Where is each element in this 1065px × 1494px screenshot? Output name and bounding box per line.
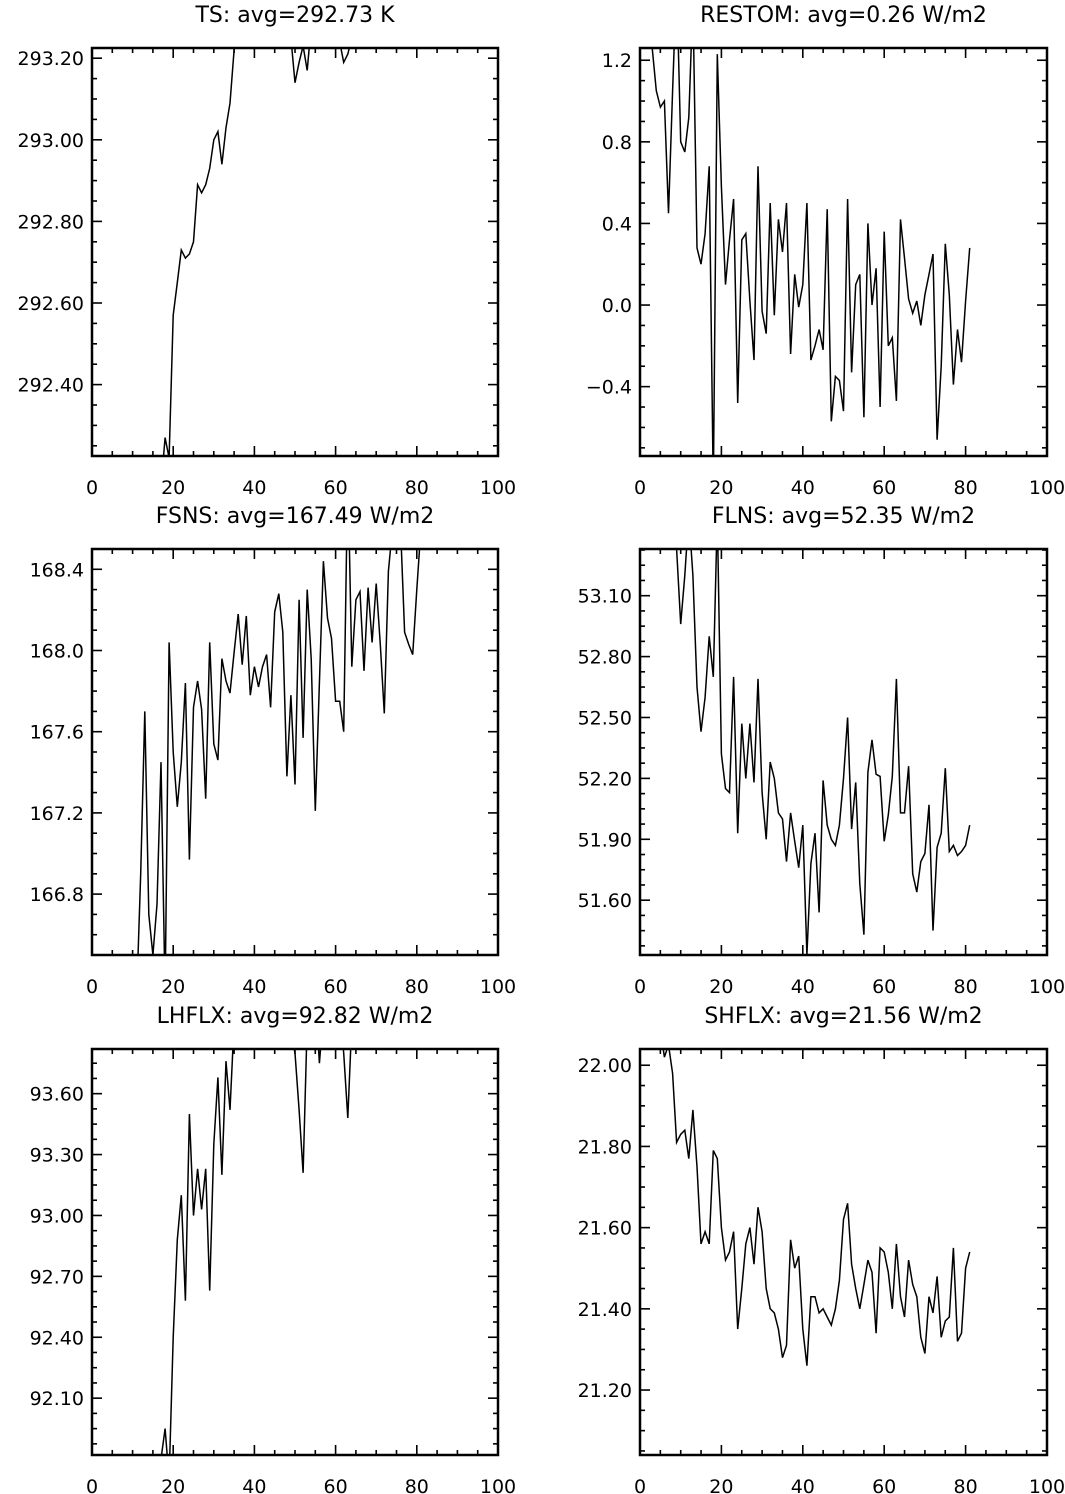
x-tick-label: 0 [634, 1476, 646, 1494]
series-line-flns [675, 549, 971, 955]
panel-title-shflx: SHFLX: avg=21.56 W/m2 [704, 1004, 982, 1029]
y-tick-label: 167.6 [30, 722, 84, 744]
series-line-fsns [137, 549, 421, 955]
x-tick-label: 80 [954, 1476, 978, 1494]
series-line-lhflx [160, 1049, 352, 1455]
x-tick-label: 40 [791, 976, 815, 998]
y-tick-label: 92.10 [30, 1388, 84, 1410]
x-tick-label: 20 [709, 1476, 733, 1494]
y-tick-label: 52.50 [578, 707, 632, 729]
x-tick-label: 40 [242, 477, 266, 499]
plot-frame [90, 547, 500, 957]
y-tick-label: 21.20 [578, 1380, 632, 1402]
panel-shflx: SHFLX: avg=21.56 W/m2 0 20 40 60 80 100 21.20 21… [578, 1004, 1065, 1494]
x-tick-label: 100 [1029, 1476, 1065, 1494]
x-tick-label: 0 [86, 976, 98, 998]
x-tick-label: 0 [634, 477, 646, 499]
y-tick-label: 292.60 [18, 293, 84, 315]
x-tick-label: 100 [480, 976, 516, 998]
panel-title-ts: TS: avg=292.73 K [194, 3, 395, 28]
x-tick-label: 0 [86, 1476, 98, 1494]
y-tick-label: 168.4 [30, 559, 84, 581]
y-tick-label: 21.80 [578, 1136, 632, 1158]
y-tick-label: 293.20 [18, 48, 84, 70]
y-tick-label: 93.60 [30, 1084, 84, 1106]
y-tick-label: 292.40 [18, 375, 84, 397]
plot-frame [638, 1047, 1049, 1457]
x-tick-label: 80 [405, 976, 429, 998]
x-tick-label: 60 [872, 976, 896, 998]
panel-flns: FLNS: avg=52.35 W/m2 0 20 40 60 80 100 51.60 51.… [578, 504, 1065, 998]
y-tick-label: 167.2 [30, 803, 84, 825]
panel-title-flns: FLNS: avg=52.35 W/m2 [712, 504, 975, 529]
x-tick-label: 60 [324, 976, 348, 998]
panel-fsns: FSNS: avg=167.49 W/m2 0 20 40 60 80 100 166.8 16… [30, 504, 517, 998]
x-tick-label: 20 [161, 477, 185, 499]
y-tick-label: 168.0 [30, 641, 84, 663]
y-tick-label: 93.30 [30, 1145, 84, 1167]
x-tick-label: 0 [634, 976, 646, 998]
x-tick-label: 100 [1029, 477, 1065, 499]
y-tick-label: 22.00 [578, 1055, 632, 1077]
y-tick-label: 92.40 [30, 1327, 84, 1349]
y-tick-label: 292.80 [18, 211, 84, 233]
x-tick-label: 80 [954, 477, 978, 499]
x-tick-label: 60 [872, 477, 896, 499]
y-tick-label: 52.20 [578, 768, 632, 790]
y-tick-label: 21.40 [578, 1299, 632, 1321]
y-tick-label: 1.2 [602, 50, 632, 72]
y-tick-label: 52.80 [578, 647, 632, 669]
series-line-restom [651, 48, 971, 456]
x-tick-label: 100 [480, 1476, 516, 1494]
y-tick-label: −0.4 [586, 377, 632, 399]
panel-lhflx: LHFLX: avg=92.82 W/m2 0 20 40 60 80 100 92.10 92… [30, 1004, 517, 1494]
y-tick-label: 293.00 [18, 130, 84, 152]
panel-ts: TS: avg=292.73 K 0 20 40 60 80 100 292.40 292.60… [18, 3, 517, 499]
panel-title-lhflx: LHFLX: avg=92.82 W/m2 [157, 1004, 434, 1029]
y-tick-label: 92.70 [30, 1266, 84, 1288]
series-line-ts [162, 48, 351, 456]
x-tick-label: 40 [791, 477, 815, 499]
plot-frame [638, 46, 1049, 458]
panel-title-fsns: FSNS: avg=167.49 W/m2 [156, 504, 435, 529]
x-tick-label: 80 [954, 976, 978, 998]
panel-restom: RESTOM: avg=0.26 W/m2 0 20 40 60 80 100 −0.4 0.0… [586, 3, 1065, 499]
y-tick-label: 21.60 [578, 1218, 632, 1240]
x-tick-label: 100 [1029, 976, 1065, 998]
y-tick-label: 53.10 [578, 586, 632, 608]
x-tick-label: 100 [480, 477, 516, 499]
plot-frame [90, 46, 500, 458]
y-tick-label: 0.4 [602, 213, 632, 235]
x-tick-label: 60 [872, 1476, 896, 1494]
y-tick-label: 0.0 [602, 295, 632, 317]
x-tick-label: 20 [161, 1476, 185, 1494]
plot-frame [90, 1047, 500, 1457]
x-tick-label: 40 [242, 976, 266, 998]
plot-frame [638, 547, 1049, 957]
y-tick-label: 51.90 [578, 829, 632, 851]
x-tick-label: 80 [405, 1476, 429, 1494]
x-tick-label: 0 [86, 477, 98, 499]
panel-title-restom: RESTOM: avg=0.26 W/m2 [700, 3, 987, 28]
x-tick-label: 20 [161, 976, 185, 998]
y-tick-label: 51.60 [578, 890, 632, 912]
series-line-shflx [662, 1049, 971, 1366]
x-tick-label: 20 [709, 477, 733, 499]
y-tick-label: 0.8 [602, 132, 632, 154]
x-tick-label: 40 [791, 1476, 815, 1494]
x-tick-label: 40 [242, 1476, 266, 1494]
x-tick-label: 60 [324, 1476, 348, 1494]
y-tick-label: 166.8 [30, 884, 84, 906]
x-tick-label: 80 [405, 477, 429, 499]
x-tick-label: 20 [709, 976, 733, 998]
x-tick-label: 60 [324, 477, 348, 499]
y-tick-label: 93.00 [30, 1205, 84, 1227]
